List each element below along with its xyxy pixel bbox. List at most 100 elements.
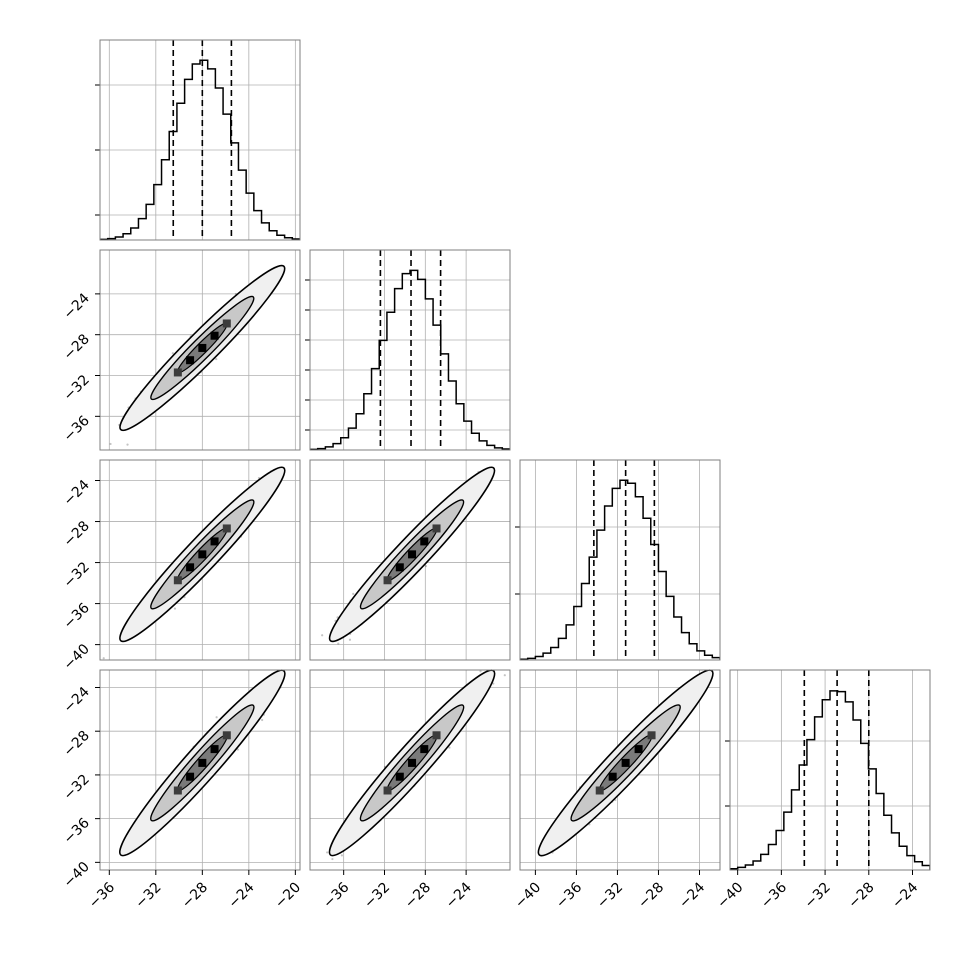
scatter-point: [503, 674, 506, 677]
panel-frame: [309, 459, 511, 661]
density-bin: [173, 786, 182, 795]
panel-frame: [99, 669, 301, 871]
density-bin: [647, 731, 656, 740]
panel-frame: [729, 669, 931, 871]
scatter-panel-1-0: −36 −32 −28 −24: [61, 249, 301, 451]
scatter-point: [498, 662, 500, 664]
x-tick-label: −24: [225, 879, 257, 911]
y-tick-label: −28: [61, 728, 93, 760]
density-bin: [383, 576, 392, 585]
panel-frame: [99, 459, 301, 661]
density-bin: [222, 524, 231, 533]
histogram-panel-3: −40 −36 −32 −28 −24: [714, 669, 931, 912]
y-tick-label: −40: [61, 641, 93, 673]
scatter-point: [215, 716, 218, 719]
scatter-point: [236, 748, 240, 751]
y-tick-label: −24: [61, 290, 93, 322]
scatter-point: [109, 442, 112, 446]
scatter-panel-2-0: −40 −36 −32 −28 −24: [61, 442, 304, 673]
histogram-step: [730, 690, 930, 870]
x-tick-label: −32: [802, 880, 834, 912]
density-bin: [595, 786, 604, 795]
x-tick-label: −36: [553, 879, 585, 911]
density-bin: [210, 331, 219, 340]
x-tick-label: −36: [758, 879, 790, 911]
y-tick-label: −36: [61, 600, 93, 632]
x-tick-label: −24: [443, 879, 475, 911]
histogram-panel-0: [95, 39, 301, 241]
scatter-point: [352, 592, 355, 595]
x-tick-label: −28: [845, 880, 877, 912]
y-tick-label: −36: [61, 413, 93, 445]
x-tick-label: −24: [676, 879, 708, 911]
panel-frame: [309, 669, 511, 871]
scatter-point: [171, 352, 174, 355]
panel-frame: [519, 669, 721, 871]
scatter-point: [340, 854, 343, 857]
panel-frame: [99, 39, 301, 241]
density-bin: [210, 537, 219, 546]
x-tick-label: −20: [272, 880, 304, 912]
histogram-panel-2: [515, 459, 721, 661]
scatter-point: [302, 442, 304, 444]
y-tick-label: −28: [61, 518, 93, 550]
density-bin: [210, 745, 219, 754]
y-tick-label: −28: [61, 331, 93, 363]
y-tick-label: −32: [61, 372, 93, 404]
density-bin: [608, 772, 617, 781]
density-bin: [198, 758, 207, 767]
x-tick-label: −32: [594, 880, 626, 912]
scatter-point: [348, 638, 352, 641]
x-tick-label: −36: [86, 879, 118, 911]
x-tick-label: −28: [635, 880, 667, 912]
x-tick-label: −28: [402, 880, 434, 912]
x-tick-label: −40: [512, 880, 544, 912]
scatter-point: [704, 667, 706, 669]
scatter-point: [173, 607, 177, 610]
scatter-panel-2-1: [309, 459, 511, 668]
x-tick-label: −40: [714, 880, 746, 912]
histogram-panel-1: [305, 249, 511, 451]
density-bin: [420, 745, 429, 754]
x-tick-label: −32: [132, 880, 164, 912]
panel-frame: [309, 249, 511, 451]
y-tick-label: −36: [61, 815, 93, 847]
histogram-step: [310, 269, 510, 450]
density-bin: [432, 524, 441, 533]
scatter-point: [326, 851, 329, 854]
density-bin: [173, 576, 182, 585]
density-bin: [198, 550, 207, 559]
density-bin: [420, 537, 429, 546]
scatter-point: [261, 718, 264, 722]
density-bin: [222, 319, 231, 328]
scatter-point: [312, 666, 314, 668]
scatter-panel-3-0: −40−36−32−28−24−36 −32 −28 −24 −20: [61, 669, 304, 912]
scatter-panel-3-1: −36 −32 −28 −24: [309, 662, 511, 912]
scatter-point: [331, 857, 334, 861]
density-bin: [186, 563, 195, 572]
scatter-point: [448, 746, 451, 749]
density-bin: [173, 368, 182, 377]
y-tick-label: −40: [61, 859, 93, 891]
density-bin: [198, 343, 207, 352]
x-tick-label: −32: [361, 880, 393, 912]
density-bin: [432, 731, 441, 740]
y-tick-label: −32: [61, 771, 93, 803]
density-bin: [186, 356, 195, 365]
scatter-point: [337, 642, 340, 645]
y-tick-label: −32: [61, 559, 93, 591]
density-bin: [395, 772, 404, 781]
scatter-point: [215, 357, 218, 361]
y-tick-label: −24: [61, 477, 93, 509]
density-bin: [621, 758, 630, 767]
histogram-step: [520, 479, 720, 660]
scatter-point: [479, 670, 482, 673]
panel-frame: [519, 459, 721, 661]
scatter-point: [424, 565, 428, 568]
x-tick-label: −28: [179, 880, 211, 912]
density-bin: [395, 563, 404, 572]
x-tick-label: −36: [320, 879, 352, 911]
scatter-point: [102, 657, 105, 660]
density-bin: [383, 786, 392, 795]
